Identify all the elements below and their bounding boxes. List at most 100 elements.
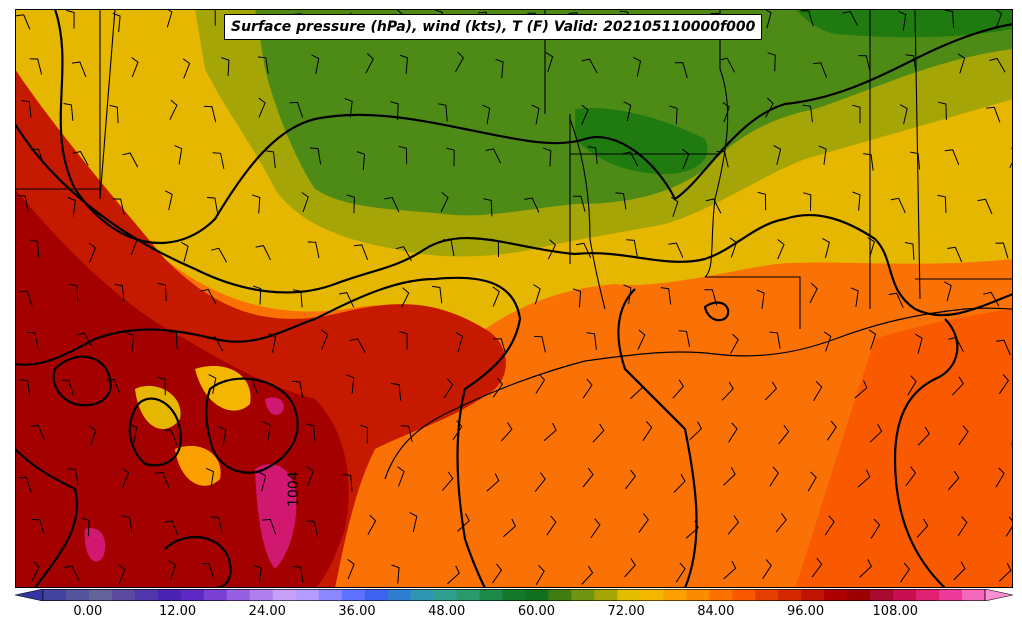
- wind-barb: [543, 422, 557, 442]
- wind-barb: [344, 98, 353, 118]
- wind-barb: [500, 422, 513, 442]
- colorbar-segment: [962, 589, 986, 601]
- colorbar-segment: [870, 589, 894, 601]
- wind-barb: [624, 558, 636, 578]
- temperature-colorbar: [15, 589, 1013, 601]
- wind-barb: [121, 467, 130, 488]
- wind-barb: [168, 560, 176, 581]
- wind-barb: [729, 237, 738, 258]
- wind-barb: [775, 513, 787, 533]
- wind-barb: [723, 560, 737, 580]
- wind-barb: [67, 468, 79, 486]
- wind-barb: [208, 374, 217, 394]
- wind-barb: [812, 62, 828, 78]
- wind-barb: [622, 151, 639, 167]
- wind-barb: [682, 148, 690, 169]
- wind-barb: [399, 331, 408, 350]
- wind-barb: [409, 512, 418, 533]
- wind-barb: [253, 285, 262, 305]
- wind-barb: [210, 516, 223, 533]
- wind-barb: [29, 58, 43, 75]
- wind-barb: [859, 559, 873, 578]
- wind-barb: [257, 56, 269, 74]
- wind-barb: [218, 425, 227, 446]
- wind-barb: [346, 194, 355, 214]
- wind-barb: [535, 565, 545, 586]
- wind-barb: [660, 287, 672, 305]
- wind-barb: [870, 518, 881, 539]
- wind-barb: [727, 515, 740, 535]
- colorbar-segment: [111, 589, 136, 601]
- wind-barb: [898, 10, 907, 31]
- colorbar-segment: [410, 589, 435, 601]
- wind-barb: [543, 147, 552, 167]
- wind-barb: [822, 237, 830, 259]
- wind-barb: [19, 379, 31, 397]
- wind-barb: [899, 562, 911, 583]
- wind-barb: [291, 380, 304, 398]
- wind-barb: [349, 338, 366, 353]
- wind-barb: [586, 332, 597, 350]
- wind-barb: [916, 518, 929, 538]
- wind-barb: [719, 57, 736, 73]
- wind-barb: [30, 424, 45, 441]
- colorbar-tick-label: 72.00: [607, 604, 645, 619]
- wind-barb: [66, 9, 75, 29]
- wind-barb: [672, 379, 685, 399]
- wind-barb: [258, 471, 267, 492]
- wind-barb: [485, 148, 502, 164]
- wind-barb: [629, 380, 643, 400]
- wind-barb: [888, 292, 904, 308]
- wind-barb: [492, 286, 500, 307]
- colorbar-tick-label: 108.00: [872, 604, 919, 619]
- wind-barb: [756, 289, 765, 309]
- wind-barb: [914, 333, 923, 354]
- colorbar-segment: [134, 589, 159, 601]
- wind-barb: [88, 242, 97, 263]
- colorbar-segment: [180, 589, 205, 601]
- wind-barb: [289, 101, 304, 118]
- wind-barb: [482, 104, 491, 125]
- wind-barb: [777, 239, 785, 260]
- wind-barb: [455, 51, 465, 72]
- wind-barb: [400, 425, 413, 442]
- wind-barb: [76, 332, 93, 348]
- wind-barb: [757, 191, 767, 211]
- wind-barb: [582, 467, 594, 488]
- wind-barb: [69, 283, 79, 302]
- wind-barb: [869, 423, 883, 443]
- wind-barb: [944, 9, 955, 28]
- colorbar-segment: [893, 589, 917, 601]
- wind-barb: [384, 196, 400, 213]
- wind-barb: [728, 422, 738, 443]
- wind-barb: [163, 429, 178, 446]
- wind-barb: [1005, 516, 1013, 537]
- wind-barb: [61, 379, 74, 397]
- wind-barb: [390, 101, 399, 121]
- wind-barb: [347, 559, 355, 580]
- wind-barb: [546, 515, 557, 536]
- wind-barb: [310, 147, 322, 165]
- wind-barb: [958, 425, 969, 446]
- wind-barb: [397, 466, 405, 487]
- wind-barb: [182, 58, 191, 79]
- colorbar-segment: [548, 589, 572, 601]
- wind-barb: [721, 381, 734, 401]
- coastline: [384, 307, 1013, 480]
- wind-barb: [15, 14, 31, 30]
- wind-barb: [857, 469, 871, 488]
- wind-barb: [581, 104, 589, 125]
- wind-barb: [122, 152, 139, 168]
- wind-barb: [905, 466, 917, 487]
- colorbar-segment: [939, 589, 963, 601]
- colorbar-tick-label: 96.00: [786, 604, 825, 619]
- wind-barb: [545, 51, 554, 73]
- wind-barb: [29, 239, 40, 258]
- wind-barb: [338, 292, 355, 308]
- wind-barb: [669, 105, 678, 125]
- wind-barb: [64, 565, 80, 581]
- wind-barb: [581, 565, 594, 585]
- colorbar-segment: [617, 589, 641, 601]
- wind-barb: [623, 284, 632, 304]
- wind-barb: [994, 9, 1003, 29]
